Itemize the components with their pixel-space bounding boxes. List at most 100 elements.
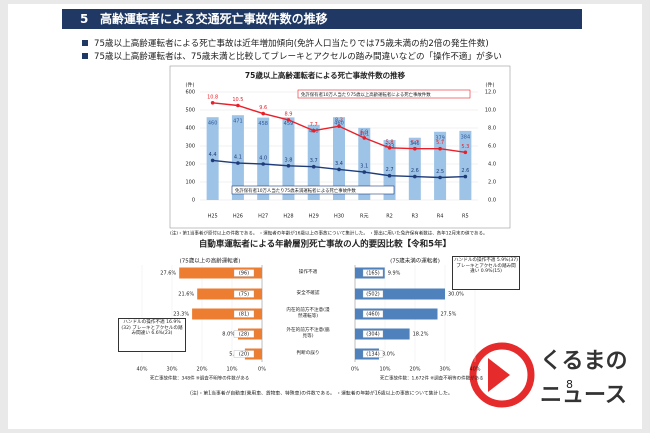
category-label-box: 内在的前方不注意(漫然運転等) xyxy=(286,308,330,319)
count-box xyxy=(233,269,255,277)
category-label: 安全不確認 xyxy=(296,291,320,297)
point xyxy=(438,146,442,151)
point-label: 5.3 xyxy=(461,144,469,150)
count-label: (134) xyxy=(366,352,379,358)
bar xyxy=(197,288,262,300)
bar xyxy=(459,130,472,200)
bar xyxy=(355,288,445,300)
category-label: 外在的前方不注意(脇見等) xyxy=(286,328,330,339)
x-tick-label: H27 xyxy=(258,214,268,220)
x-tick-label: H25 xyxy=(208,214,218,220)
bar-value-label: 379 xyxy=(435,135,445,141)
point-label: 2.6 xyxy=(461,168,469,174)
count-label: (75) xyxy=(239,292,249,298)
bar xyxy=(358,127,371,200)
bar-value-label: 401 xyxy=(359,131,369,137)
bullet-text: 75歳以上高齢運転者は、75歳未満と比較してブレーキとアクセルの踏み間違いなどの… xyxy=(94,50,502,62)
point xyxy=(362,170,367,174)
x-tick-label: H29 xyxy=(309,214,319,220)
x-tick-label: 10% xyxy=(226,367,237,373)
y2-tick-label: 8.0 xyxy=(488,126,496,132)
header-number: 5 xyxy=(80,12,88,26)
x-tick-label: 30% xyxy=(439,367,450,373)
y-tick-label: 500 xyxy=(185,108,195,114)
watermark-logo: くるまの ニュース xyxy=(469,342,628,408)
header-title: 高齢運転者による交通死亡事故件数の推移 xyxy=(100,11,328,26)
x-tick-label: H30 xyxy=(334,214,344,220)
y-axis-label: (件) xyxy=(186,82,195,89)
note: (注)・第1当事者が自動車(乗用車、貨物車、特殊車)の件数である。 ・運転者の年… xyxy=(190,390,453,397)
point xyxy=(311,164,316,169)
logo-arrow xyxy=(488,358,510,392)
bar xyxy=(408,137,421,200)
point xyxy=(387,173,392,178)
value-label: 9.9% xyxy=(388,271,401,277)
bar-value-label: 346 xyxy=(410,141,420,147)
bullet-text: 75歳以上高齢運転者による死亡事故は近年増加傾向(免許人口当たりでは75歳未満の… xyxy=(94,37,489,49)
panel-subtitle: (75歳未満の運転者) xyxy=(390,257,440,265)
footnote: 死亡事故件数：348件 ※調査不明等の件数がある xyxy=(150,375,249,382)
y2-tick-label: 2.0 xyxy=(488,180,496,186)
bar-value-label: 459 xyxy=(284,121,294,127)
bar xyxy=(355,308,438,320)
annotation-box xyxy=(297,89,471,99)
callout: ハンドルの操作不適 16.9%(32) ブレーキとアクセルの踏み間違い 6.6%… xyxy=(118,318,186,352)
value-label: 8.0% xyxy=(222,332,235,338)
x-tick-label: H26 xyxy=(233,214,243,220)
y2-tick-label: 0.0 xyxy=(488,198,496,204)
point xyxy=(463,174,468,179)
bar xyxy=(333,117,345,200)
point xyxy=(261,111,265,116)
x-tick-label: 0% xyxy=(351,367,359,373)
x-tick-label: 30% xyxy=(166,367,177,373)
y2-tick-label: 10.0 xyxy=(485,108,496,114)
slide-bg xyxy=(8,4,642,429)
value-label: 30.0% xyxy=(448,292,464,298)
count-label: (96) xyxy=(239,271,249,277)
point xyxy=(413,146,417,151)
chart-title: 75歳以上高齢運転者による死亡事故件数の推移 xyxy=(245,70,406,80)
chart-frame xyxy=(169,65,511,229)
category-label: 内在的前方不注意(漫然運転等) xyxy=(286,308,330,319)
value-label: 18.2% xyxy=(413,332,429,338)
point xyxy=(286,164,291,168)
count-label: (28) xyxy=(239,332,249,338)
y2-axis-label: (件) xyxy=(486,82,495,89)
y-tick-label: 200 xyxy=(185,162,195,168)
y-tick-label: 600 xyxy=(185,90,195,96)
callout: ハンドルの操作不適 5.9%(37) ブレーキとアクセルの踏み間違い 0.9%(… xyxy=(452,256,520,290)
count-box xyxy=(233,330,255,338)
category-label-box: 外在的前方不注意(脇見等) xyxy=(286,328,330,339)
bar-value-label: 471 xyxy=(233,119,243,125)
bar xyxy=(257,117,270,200)
point-label: 6.9 xyxy=(360,129,368,135)
point-label: 5.7 xyxy=(436,140,444,146)
y2-tick-label: 6.0 xyxy=(488,144,496,150)
point-label: 3.4 xyxy=(335,161,343,167)
y2-tick-label: 12.0 xyxy=(485,90,496,96)
watermark-text: ニュース xyxy=(540,383,627,408)
category-label-box: 安全不確認 xyxy=(296,291,320,297)
value-label: 21.6% xyxy=(178,292,194,298)
y-tick-label: 0 xyxy=(192,198,195,204)
bar xyxy=(179,267,262,279)
point-label: 2.5 xyxy=(436,169,444,175)
x-tick-label: R4 xyxy=(437,214,444,220)
x-tick-label: R3 xyxy=(411,214,418,220)
point-label: 3.1 xyxy=(360,164,368,170)
y2-tick-label: 4.0 xyxy=(488,162,496,168)
bullet xyxy=(82,40,88,46)
count-label: (20) xyxy=(239,352,249,358)
point xyxy=(286,118,291,122)
note: (注)・第1当事者が原付以上の件数である。 ・運転者の年齢が16歳以上の事故につ… xyxy=(170,230,487,237)
bar xyxy=(192,308,262,320)
x-tick-label: R5 xyxy=(462,214,469,220)
annotation-box xyxy=(231,185,395,195)
y-tick-label: 100 xyxy=(185,180,195,186)
x-tick-label: R元 xyxy=(360,214,368,220)
x-tick-label: 20% xyxy=(409,367,420,373)
count-label: (81) xyxy=(239,312,249,318)
x-tick-label: 0% xyxy=(258,367,266,373)
